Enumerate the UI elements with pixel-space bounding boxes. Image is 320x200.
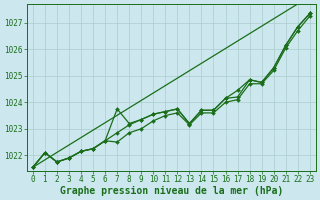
X-axis label: Graphe pression niveau de la mer (hPa): Graphe pression niveau de la mer (hPa) <box>60 186 283 196</box>
